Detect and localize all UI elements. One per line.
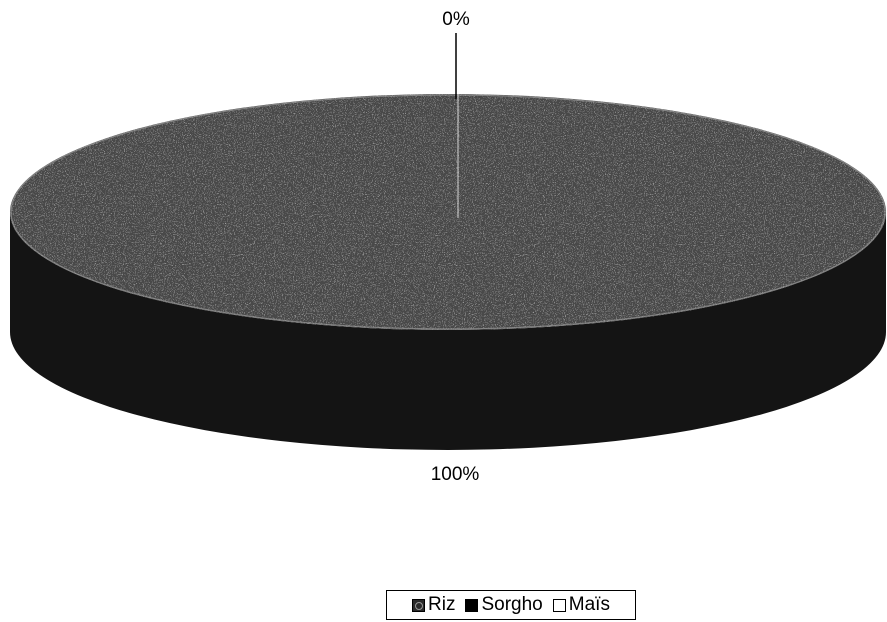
- legend-item-sorgho: Sorgho: [465, 594, 543, 616]
- pie-top-rim: [10, 94, 886, 330]
- legend-swatch-sorgho: [465, 598, 479, 612]
- data-label-100pct: 100%: [431, 464, 480, 485]
- legend-swatch-mais: [552, 598, 566, 612]
- data-label-0pct: 0%: [442, 9, 470, 30]
- legend-item-mais: Maïs: [552, 594, 610, 616]
- legend-label-riz: Riz: [428, 594, 456, 615]
- legend-label-sorgho: Sorgho: [481, 594, 543, 615]
- legend-label-mais: Maïs: [568, 594, 610, 615]
- pie-side-face: [10, 212, 886, 450]
- chart-legend: Riz Sorgho Maïs: [386, 590, 636, 620]
- legend-item-riz: Riz: [412, 594, 455, 616]
- legend-swatch-riz: [412, 598, 426, 612]
- pie-slice-riz: [10, 94, 886, 330]
